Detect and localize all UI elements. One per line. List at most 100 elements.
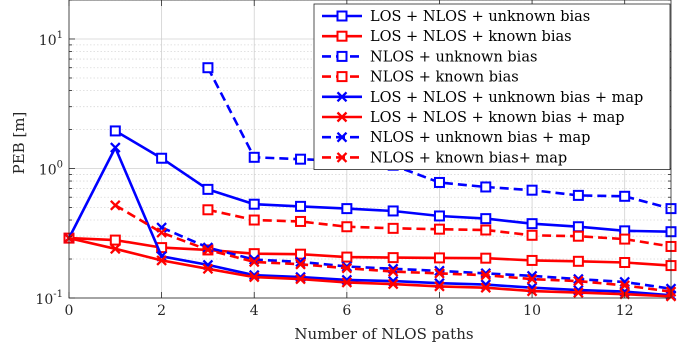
data-point [202,263,214,275]
data-point [433,252,445,264]
data-point [573,287,584,298]
data-point [341,262,353,274]
data-point [295,273,306,285]
x-tick-label: 4 [250,303,259,319]
legend-marker [336,91,348,103]
data-point [619,233,631,245]
legend-marker [336,10,348,22]
data-point [248,271,260,283]
data-point [202,62,214,74]
data-point [387,222,399,234]
data-point [156,152,168,164]
data-point [341,221,353,233]
data-point [480,181,492,193]
data-point [109,243,121,255]
data-point [295,153,307,165]
x-tick-label: 0 [65,303,74,319]
data-point [572,189,584,201]
data-point [433,176,445,188]
data-point [572,221,584,233]
legend-entry-label: LOS + NLOS + known bias + map [370,110,625,126]
x-tick-label: 6 [342,303,351,319]
data-point [434,281,445,292]
y-tick-label: 100 [39,159,63,178]
legend-marker [336,71,348,83]
legend-marker [336,152,348,163]
legend-entry-label: NLOS + unknown bias [370,49,537,65]
x-tick-label: 10 [523,303,541,319]
data-point [526,229,538,241]
data-point [526,285,538,297]
data-point [248,256,260,268]
data-point [202,204,214,216]
series-line-7 [161,226,672,290]
series-line-5 [67,146,672,297]
data-point [480,282,492,294]
legend-entry-label: LOS + NLOS + known bias [370,29,572,45]
data-point [202,183,214,195]
legend-entry-label: NLOS + unknown bias + map [370,130,590,146]
data-point [526,254,538,266]
legend-entry-label: NLOS + known bias [370,70,519,86]
data-point [526,273,538,285]
legend: LOS + NLOS + unknown bias LOS + NLOS + kn… [313,3,671,171]
data-point [480,224,492,236]
x-tick-label: 12 [616,303,634,319]
data-point [109,125,121,137]
data-point [619,190,631,202]
legend-marker [336,50,348,62]
y-tick-label: 101 [39,30,63,49]
legend-marker [336,30,348,42]
data-point [480,252,492,264]
data-point [295,215,307,227]
data-point [526,184,538,196]
data-point [572,255,584,267]
axes: 0 2 4 6 8 10 12 10-1 100 101 [35,0,672,319]
data-point [619,280,631,291]
legend-entry-label: LOS + NLOS + unknown bias [370,9,590,25]
data-point [156,227,167,238]
legend-entry-label: NLOS + known bias+ map [370,150,567,166]
data-point [109,234,121,246]
series-group [63,62,677,302]
data-point [202,244,214,256]
plot-frame [68,0,672,299]
y-tick-label: 10-1 [35,289,63,308]
data-point [387,278,399,290]
data-point [387,266,399,277]
data-point [295,259,306,270]
data-point [248,151,260,163]
data-point [109,199,121,211]
data-point [341,251,353,263]
data-point [434,268,445,279]
data-point [109,142,121,153]
series-line-4 [207,208,672,248]
data-point [572,230,584,242]
legend-marker [336,131,348,143]
series-line-6 [68,236,672,298]
x-tick-label: 8 [435,303,444,319]
legend-entry-label: LOS + NLOS + unknown bias + map [370,90,643,106]
y-axis-label: PEB [m] [10,112,28,175]
data-point [387,205,399,217]
data-point [341,277,353,288]
data-point [156,255,167,266]
data-point [433,210,445,222]
legend-box [313,3,671,171]
data-point [480,269,492,281]
data-point [341,203,353,215]
data-point [619,256,631,268]
data-point [526,218,538,230]
data-point [433,223,445,235]
series-line-2 [68,236,672,267]
data-point [480,213,492,225]
series-line-3 [206,67,672,210]
data-point [387,252,399,264]
data-point [573,275,584,287]
x-axis-label: Number of NLOS paths [294,325,473,343]
x-tick-label: 2 [157,303,166,319]
legend-marker [336,111,348,123]
data-point [295,200,307,212]
data-point [248,198,260,210]
